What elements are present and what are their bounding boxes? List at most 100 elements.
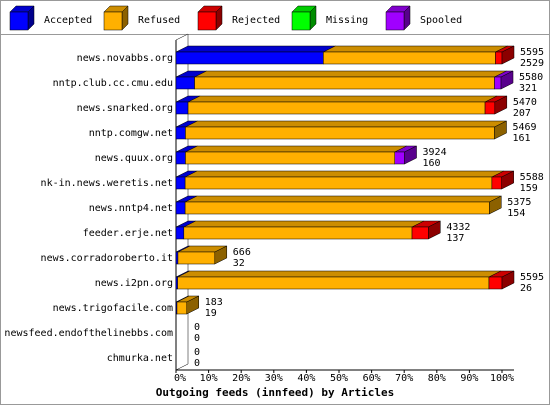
bar-segment [175, 151, 186, 165]
offered-label: 5580 [519, 72, 543, 83]
chart-title: Outgoing feeds (innfeed) by Articles [156, 386, 394, 399]
legend-label: Missing [326, 15, 368, 26]
y-tick-label: feeder.erje.net [83, 228, 173, 239]
y-tick-label: news.novabbs.org [77, 53, 173, 64]
legend-swatch [9, 11, 29, 31]
bar-top [185, 120, 507, 128]
bar-top [175, 45, 336, 53]
bar-side [501, 270, 515, 290]
bar-segment [187, 101, 486, 115]
bar-segment [175, 251, 179, 265]
accepted-label: 26 [520, 283, 532, 294]
y-tick-label: nk-in.news.weretis.net [41, 178, 173, 189]
x-tick-label: 80% [428, 373, 446, 384]
offered-label: 3924 [423, 147, 447, 158]
offered-label: 666 [233, 247, 251, 258]
bar-top [194, 70, 507, 78]
legend-label: Rejected [232, 15, 280, 26]
x-tick-label: 0% [174, 373, 186, 384]
accepted-label: 2529 [520, 58, 544, 69]
bar-side [428, 220, 441, 240]
offered-label: 5588 [520, 172, 544, 183]
accepted-label: 160 [423, 158, 441, 169]
bar-segment [175, 126, 186, 140]
y-tick-label: news.trigofacile.com [53, 303, 173, 314]
bar-segment [491, 176, 502, 190]
bar-segment [185, 151, 395, 165]
bar-top [185, 195, 502, 203]
accepted-label: 32 [233, 258, 245, 269]
x-tick-label: 90% [460, 373, 478, 384]
bar-side [186, 295, 200, 315]
offered-label: 4332 [446, 222, 470, 233]
x-tick-label: 20% [232, 373, 250, 384]
accepted-label: 137 [446, 233, 464, 244]
y-tick-label: nntp.club.cc.cmu.edu [53, 78, 173, 89]
accepted-label: 19 [205, 308, 217, 319]
accepted-label: 161 [513, 133, 531, 144]
y-tick-label: news.i2pn.org [95, 278, 173, 289]
bar-top [185, 145, 407, 153]
bar-top [185, 170, 505, 178]
bar-segment [175, 101, 189, 115]
offered-label: 0 [194, 322, 200, 333]
bar-side [501, 45, 515, 65]
accepted-label: 0 [194, 333, 200, 344]
bar-side [494, 120, 507, 140]
accepted-label: 207 [513, 108, 531, 119]
accepted-label: 321 [519, 83, 537, 94]
x-tick-label: 10% [200, 373, 218, 384]
offered-label: 5469 [513, 122, 537, 133]
bar-segment [185, 126, 495, 140]
offered-label: 5595 [520, 272, 544, 283]
bar-segment [394, 151, 405, 165]
legend-label: Accepted [44, 15, 92, 26]
bar-segment [176, 301, 188, 315]
bar-top [183, 220, 425, 228]
x-tick-label: 50% [330, 373, 348, 384]
bar-segment [488, 276, 503, 290]
y-tick-label: news.snarked.org [77, 103, 173, 114]
bar-segment [183, 226, 413, 240]
offered-label: 5470 [513, 97, 537, 108]
x-tick-label: 100% [490, 373, 514, 384]
x-tick-label: 40% [297, 373, 315, 384]
bar-top [187, 95, 498, 103]
accepted-label: 0 [194, 358, 200, 369]
bar-segment [184, 176, 493, 190]
bar-side [404, 145, 417, 165]
x-tick-label: 60% [363, 373, 381, 384]
bar-side [214, 245, 228, 265]
bar-segment [175, 76, 195, 90]
x-tick-label: 70% [395, 373, 413, 384]
bar-segment [194, 76, 495, 90]
bar-segment [494, 76, 502, 90]
bar-side [494, 95, 508, 115]
y-tick-label: newsfeed.endofthelinebbs.com [4, 328, 173, 339]
legend-swatch [385, 11, 405, 31]
legend-swatch [197, 11, 217, 31]
offered-label: 5375 [507, 197, 531, 208]
bar-segment [323, 51, 496, 65]
bar-segment [175, 226, 185, 240]
bar-side [489, 195, 502, 215]
y-tick-label: news.corradoroberto.it [41, 253, 173, 264]
legend-label: Refused [138, 15, 180, 26]
bar-side [501, 170, 514, 190]
y-tick-label: nntp.comgw.net [89, 128, 173, 139]
accepted-label: 159 [520, 183, 538, 194]
bar-side [500, 70, 514, 90]
offered-label: 183 [205, 297, 223, 308]
y-tick-label: chmurka.net [107, 353, 173, 364]
accepted-label: 154 [507, 208, 525, 219]
offered-label: 0 [194, 347, 200, 358]
legend-label: Spooled [420, 15, 462, 26]
x-tick-label: 30% [265, 373, 283, 384]
bar-segment [177, 251, 216, 265]
legend-swatch [291, 11, 311, 31]
bar-segment [177, 276, 490, 290]
y-tick-label: news.nntp4.net [89, 203, 173, 214]
bar-segment [175, 201, 186, 215]
